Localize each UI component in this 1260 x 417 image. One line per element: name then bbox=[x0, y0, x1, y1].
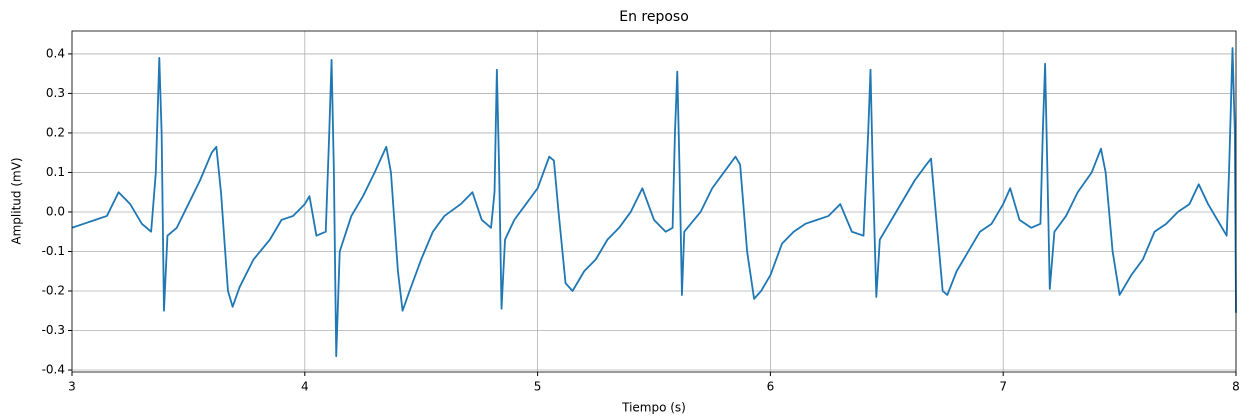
y-tick-label: 0.4 bbox=[46, 46, 65, 60]
x-tick-label: 7 bbox=[999, 380, 1007, 394]
y-tick-label: 0.1 bbox=[46, 165, 65, 179]
x-tick-label: 6 bbox=[767, 380, 775, 394]
y-tick-label: -0.2 bbox=[42, 283, 65, 297]
y-axis-label: Amplitud (mV) bbox=[10, 157, 24, 244]
x-tick-label: 8 bbox=[1232, 380, 1240, 394]
x-tick-label: 4 bbox=[301, 380, 309, 394]
chart-title: En reposo bbox=[619, 9, 689, 25]
x-tick-label: 3 bbox=[68, 380, 76, 394]
x-tick-label: 5 bbox=[534, 380, 542, 394]
y-tick-label: -0.1 bbox=[42, 244, 65, 258]
y-tick-label: -0.4 bbox=[42, 363, 65, 377]
y-tick-label: 0.0 bbox=[46, 204, 65, 218]
ecg-line bbox=[71, 47, 1237, 358]
y-tick-label: -0.3 bbox=[42, 323, 65, 337]
y-tick-label: 0.3 bbox=[46, 86, 65, 100]
plot-frame bbox=[71, 30, 1237, 373]
x-axis-label: Tiempo (s) bbox=[621, 401, 686, 415]
y-tick-label: 0.2 bbox=[46, 125, 65, 139]
